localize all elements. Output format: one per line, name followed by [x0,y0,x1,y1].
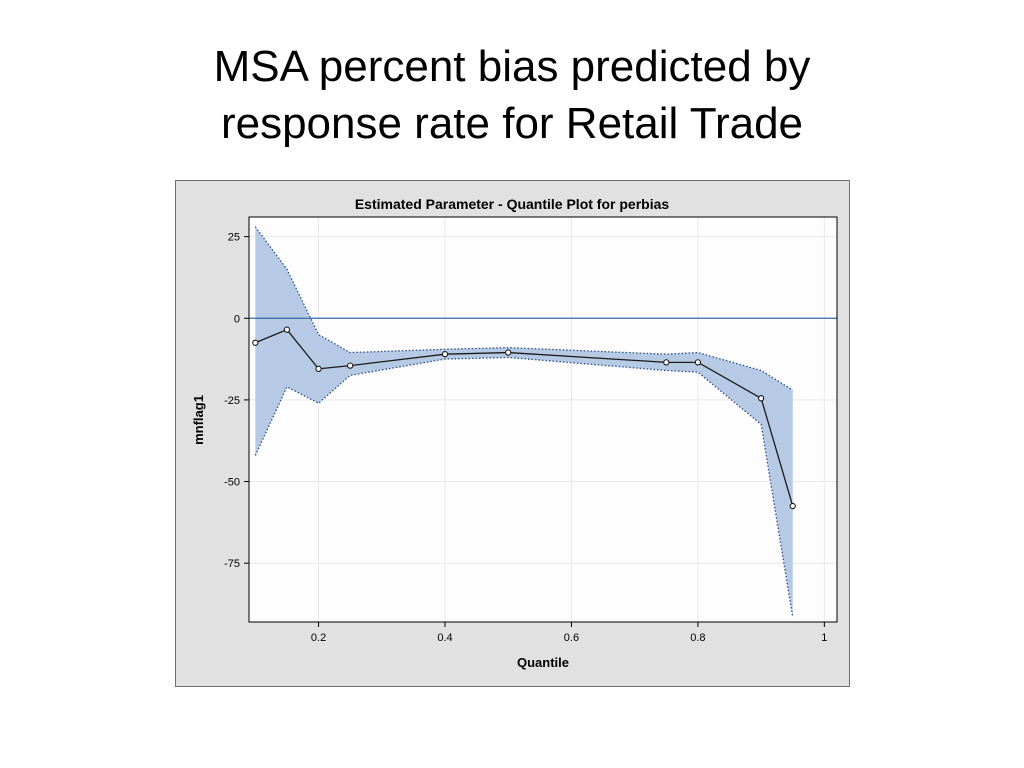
x-tick-label: 0.6 [564,632,579,644]
y-tick-label: 25 [228,232,240,244]
data-point [252,339,259,346]
y-tick-label: 0 [234,313,240,325]
slide-title-line-2: response rate for Retail Trade [220,99,804,148]
x-tick-label: 1 [821,632,827,644]
plot-area [249,217,837,622]
y-tick-label: -50 [224,477,240,489]
upper-bound-line [254,226,794,391]
y-axis-label: mnflag1 [191,395,206,445]
series-line-group [255,328,794,507]
plot-frame [248,216,838,623]
lower-bound-line [254,356,794,618]
slide-title: MSA percent bias predicted by response r… [0,38,1024,152]
data-point [663,359,670,366]
y-tick-label: -25 [224,395,240,407]
y-tick-label: -75 [224,558,240,570]
data-point [315,365,322,373]
x-tick-label: 0.4 [437,632,452,644]
x-tick-label: 0.8 [690,632,705,644]
data-points [252,326,796,510]
quantile-plot-chart: Estimated Parameter - Quantile Plot for … [175,180,850,687]
data-point [283,326,291,333]
x-axis-ticks: 0.2 0.4 0.6 0.8 1 [311,622,827,644]
y-axis-ticks: 25 0 -25 -50 -75 [224,232,249,570]
x-axis-label: Quantile [517,655,569,670]
data-point [694,359,702,366]
data-point [789,502,796,510]
chart-title: Estimated Parameter - Quantile Plot for … [355,196,670,212]
data-point [347,362,354,369]
data-point [505,349,512,356]
x-tick-label: 0.2 [311,632,326,644]
confidence-band [254,226,794,618]
series-line [255,328,794,507]
data-point [757,395,765,402]
data-point [441,351,449,358]
slide-title-line-1: MSA percent bias predicted by [213,42,811,91]
